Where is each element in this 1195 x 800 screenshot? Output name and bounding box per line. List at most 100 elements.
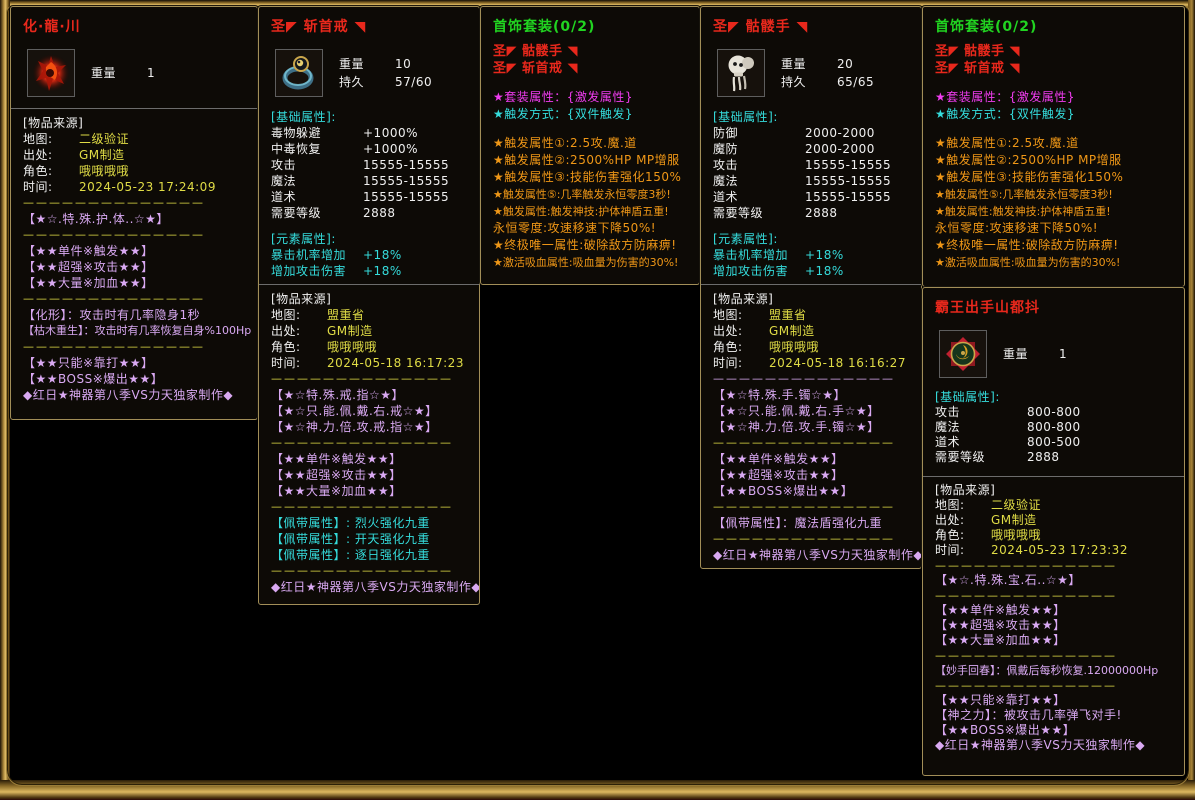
text-line: ★激活吸血属性:吸血量为伤害的30%! (493, 256, 679, 269)
stat-value: 1 (1059, 347, 1068, 361)
text-line: 【妙手回春】：佩戴后每秒恢复.12000000Hp (935, 664, 1159, 677)
dashes-separator: —————————————— (713, 532, 895, 545)
text-line: 【★★超强※攻击★★】 (271, 468, 402, 482)
stat-value: 15555-15555 (805, 174, 892, 188)
dashes-separator: —————————————— (23, 292, 205, 305)
source-label: 角色: (23, 164, 53, 178)
element-attrs-header: [元素属性]: (271, 232, 336, 246)
dashes-separator: —————————————— (23, 340, 205, 353)
weight-row: 重量 1 (1003, 345, 1067, 363)
stat-value: +1000% (363, 142, 418, 156)
stat-label: 重量 (1003, 347, 1029, 361)
stat-row: 增加攻击伤害 +18% (713, 263, 909, 279)
stat-row: 道术 15555-15555 (271, 189, 467, 205)
stat-value: 2000-2000 (805, 126, 875, 140)
stat-label: 道术 (935, 435, 961, 449)
stat-row: 需要等级 2888 (713, 205, 909, 221)
source-label: 出处: (271, 324, 301, 338)
stat-label: 重量 (781, 57, 807, 71)
dashes-separator: —————————————— (271, 500, 453, 513)
flame-beast-icon[interactable] (27, 49, 75, 97)
skull-hand-icon[interactable] (717, 49, 765, 97)
source-origin: 出处: GM制造 (713, 323, 909, 339)
source-label: 时间: (713, 356, 743, 370)
divider-line (701, 284, 921, 285)
spacer (493, 77, 687, 89)
source-label: 时间: (935, 543, 965, 557)
stat-label: 重量 (339, 57, 365, 71)
divider-line (11, 108, 257, 109)
source-value: 哦哦哦哦 (79, 164, 130, 178)
source-character: 角色: 哦哦哦哦 (271, 339, 467, 355)
stat-row: 增加攻击伤害 +18% (271, 263, 467, 279)
stat-label: 魔防 (713, 142, 739, 156)
dashes-separator: —————————————— (935, 679, 1117, 692)
stat-row: 魔防 2000-2000 (713, 141, 909, 157)
stat-value: 15555-15555 (805, 190, 892, 204)
medallion-icon[interactable] (939, 330, 987, 378)
text-line: 【★★超强※攻击★★】 (935, 618, 1066, 632)
source-header: [物品来源] (935, 483, 996, 497)
maker-credit: ◆红日★神器第八季VS力天独家制作◆ (23, 388, 234, 402)
stat-label: 道术 (271, 190, 297, 204)
dashes-separator: —————————————— (713, 436, 895, 449)
spacer (713, 221, 909, 231)
stat-label: 中毒恢复 (271, 142, 322, 156)
item-basic-stats: 重量 1 (1003, 345, 1067, 363)
stat-row: 毒物躲避 +1000% (271, 125, 467, 141)
stat-value: 20 (837, 57, 854, 71)
text-line: ★触发方式：{双件触发} (493, 107, 634, 121)
divider-line (923, 476, 1184, 477)
text-line: 【★☆特.殊.手.镯☆★】 (713, 388, 846, 402)
item-icon-row: 重量 20 持久 65/65 (717, 43, 909, 103)
maker-credit: ◆红日★神器第八季VS力天独家制作◆ (935, 738, 1146, 752)
source-value: 二级验证 (991, 498, 1042, 512)
source-value: 盟重省 (769, 308, 807, 322)
stat-label: 需要等级 (935, 450, 986, 464)
maker-credit: ◆红日★神器第八季VS力天独家制作◆ (271, 580, 480, 594)
stat-label: 持久 (781, 75, 807, 89)
text-line: 【★★BOSS※爆出★★】 (713, 484, 854, 498)
source-time: 时间: 2024-05-23 17:24:09 (23, 179, 245, 195)
text-line: ★套装属性：{激发属性} (493, 90, 634, 104)
source-character: 角色: 哦哦哦哦 (713, 339, 909, 355)
text-line: 【佩带属性】: 逐日强化九重 (271, 548, 430, 562)
stat-row: 暴击机率增加 +18% (713, 247, 909, 263)
dashes-separator: —————————————— (935, 589, 1117, 602)
text-line: 【★★单件※触发★★】 (713, 452, 844, 466)
stat-row: 暴击机率增加 +18% (271, 247, 467, 263)
item-title: 圣◤ 骷髅手 ◥ (713, 19, 809, 35)
element-attrs-header: [元素属性]: (713, 232, 778, 246)
item-title: 霸王出手山都抖 (935, 300, 1040, 316)
text-line: 【★★大量※加血★★】 (271, 484, 402, 498)
set-item-1: 圣◤ 骷髅手 ◥ (493, 44, 579, 59)
text-line: ★套装属性：{激发属性} (935, 90, 1076, 104)
source-map: 地图: 二级验证 (935, 498, 1172, 513)
text-line: 【★☆神.力.倍.攻.戒.指☆★】 (271, 420, 438, 434)
item-icon-row: 重量 10 持久 57/60 (275, 43, 467, 103)
source-label: 出处: (23, 148, 53, 162)
stat-value: 15555-15555 (363, 174, 450, 188)
source-header: [物品来源] (271, 292, 332, 306)
stat-value: 2888 (1027, 450, 1060, 464)
source-value: 2024-05-18 16:17:23 (327, 356, 464, 370)
stat-value: +18% (805, 264, 844, 278)
text-line: 【化形】：攻击时有几率隐身1秒 (23, 308, 201, 322)
window-frame-left (0, 0, 10, 800)
stat-row: 道术 800-500 (935, 435, 1172, 450)
stat-label: 魔法 (271, 174, 297, 188)
stat-row: 道术 15555-15555 (713, 189, 909, 205)
source-time: 时间: 2024-05-18 16:17:23 (271, 355, 467, 371)
source-map: 地图: 盟重省 (713, 307, 909, 323)
text-line: 【★☆.特.殊.宝.石..☆★】 (935, 573, 1081, 587)
stat-value: 800-800 (1027, 405, 1081, 419)
source-map: 地图: 盟重省 (271, 307, 467, 323)
ring-icon[interactable] (275, 49, 323, 97)
set-title: 首饰套装(0/2) (935, 19, 1038, 35)
text-line: 【★★超强※攻击★★】 (23, 260, 154, 274)
stat-value: +1000% (363, 126, 418, 140)
dashes-separator: —————————————— (271, 564, 453, 577)
text-line: 【神之力】：被攻击几率弹飞对手! (935, 708, 1122, 722)
text-line: 【★★只能※靠打★★】 (23, 356, 154, 370)
